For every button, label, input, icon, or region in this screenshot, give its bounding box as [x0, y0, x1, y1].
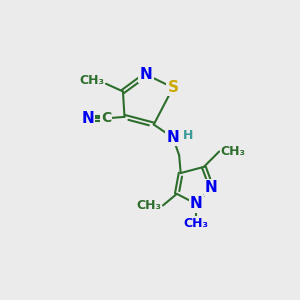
Text: N: N	[190, 196, 202, 211]
Text: CH₃: CH₃	[136, 199, 161, 212]
Text: N: N	[140, 67, 152, 82]
Text: H: H	[183, 129, 194, 142]
Text: C: C	[101, 111, 111, 125]
Text: CH₃: CH₃	[80, 74, 104, 87]
Text: N: N	[167, 130, 179, 145]
Text: S: S	[167, 80, 178, 95]
Text: CH₃: CH₃	[184, 218, 208, 230]
Text: N: N	[205, 180, 218, 195]
Text: CH₃: CH₃	[221, 145, 246, 158]
Text: N: N	[81, 111, 94, 126]
